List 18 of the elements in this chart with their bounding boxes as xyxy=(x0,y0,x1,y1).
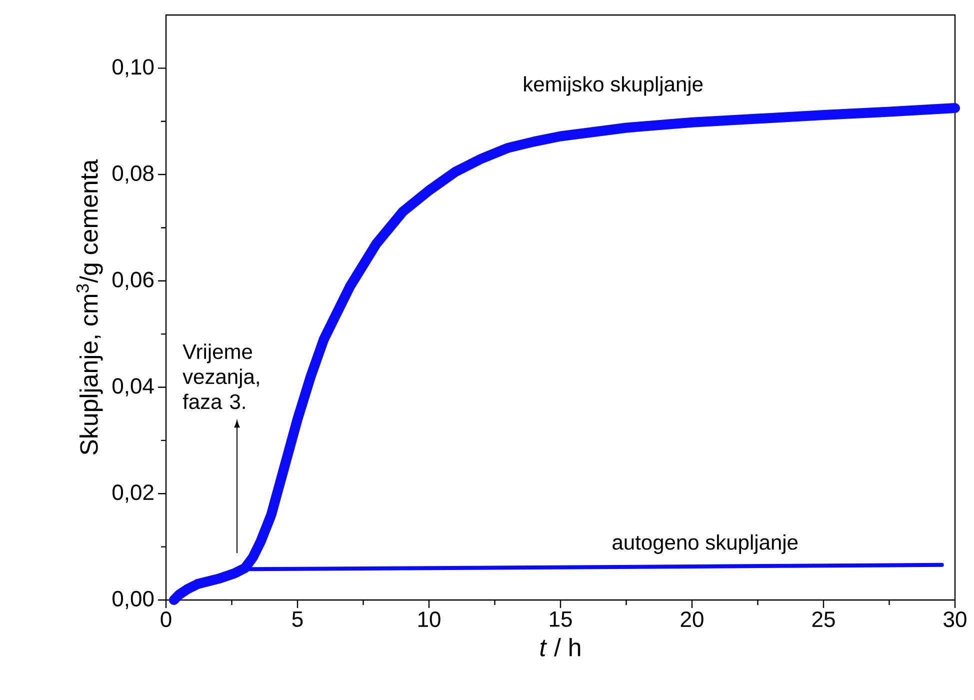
x-tick-label: 0 xyxy=(160,612,172,628)
y-tick-label: 0,04 xyxy=(112,378,154,396)
x-tick-label: 10 xyxy=(418,612,440,628)
x-tick-label: 30 xyxy=(944,612,966,628)
x-tick-label: 15 xyxy=(550,612,572,627)
y-tick-label: 0,08 xyxy=(112,165,154,184)
x-tick-label: 20 xyxy=(680,612,704,628)
y-tick-label: 0,02 xyxy=(112,484,154,503)
annotation: kemijsko skupljanje xyxy=(524,76,703,96)
x-axis-title: t / h xyxy=(540,638,580,656)
y-tick-label: 0,10 xyxy=(112,59,154,78)
annotation: Vrijeme vezanja, faza 3. xyxy=(182,344,259,410)
y-tick-label: 0,06 xyxy=(112,272,154,290)
y-axis-title: Skupljanje, cm$^{3}$/g cementa xyxy=(76,159,103,455)
y-tick-label: 0,00 xyxy=(112,590,154,610)
x-tick-label: 5 xyxy=(292,612,303,627)
x-tick-label: 25 xyxy=(812,612,835,628)
annotation: autogeno skupljanje xyxy=(612,534,798,554)
